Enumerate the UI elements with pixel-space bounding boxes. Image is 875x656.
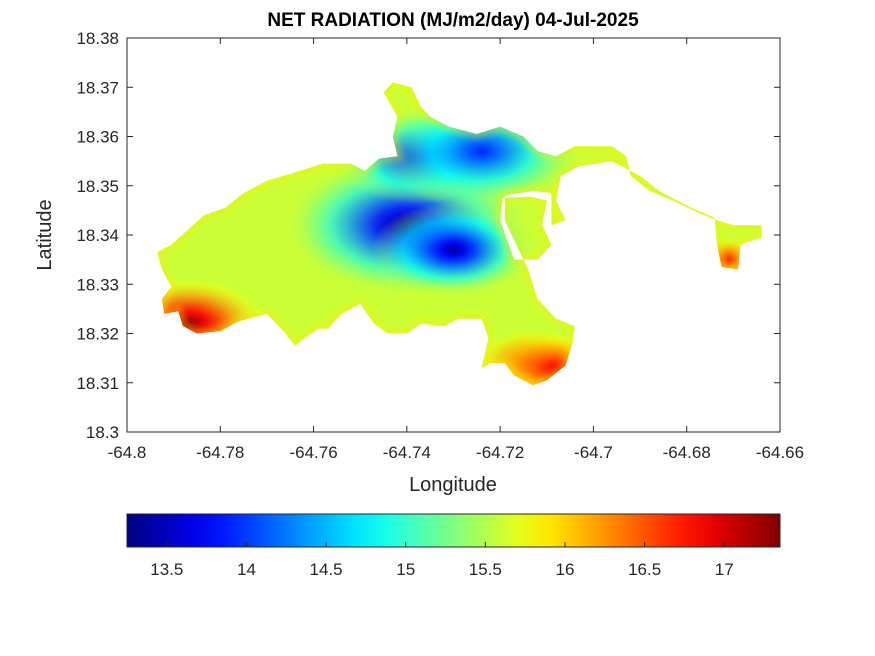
x-tick-label: -64.68	[663, 443, 711, 462]
y-axis-label: Latitude	[34, 199, 56, 270]
colorbar-tick-label: 17	[715, 560, 734, 579]
colorbar-tick-label: 15	[396, 560, 415, 579]
colorbar-tick-label: 15.5	[469, 560, 502, 579]
y-tick-label: 18.36	[76, 128, 119, 147]
y-axis-ticks: 18.3 18.31 18.32 18.33 18.34 18.35 18.36 18.37 1…	[76, 29, 780, 442]
colorbar-gradient	[126, 513, 781, 548]
field-blob	[371, 202, 536, 298]
colorbar-tick-label: 14	[237, 560, 256, 579]
colorbar-tick-label: 16.5	[628, 560, 661, 579]
colorbar: 13.5 14 14.5 15 15.5 16 16.5 17	[126, 513, 781, 579]
y-tick-label: 18.35	[76, 177, 119, 196]
colorbar-ticks: 13.5 14 14.5 15 15.5 16 16.5 17	[150, 542, 734, 579]
y-tick-label: 18.32	[76, 325, 119, 344]
y-tick-label: 18.31	[76, 374, 119, 393]
plot-area: -64.8 -64.78 -64.76 -64.74 -64.72 -64.7 -64.68…	[76, 29, 804, 462]
y-tick-label: 18.34	[76, 226, 119, 245]
colorbar-tick-label: 16	[556, 560, 575, 579]
colorbar-tick-label: 14.5	[310, 560, 343, 579]
y-tick-label: 18.3	[86, 423, 119, 442]
chart-title: NET RADIATION (MJ/m2/day) 04-Jul-2025	[267, 10, 639, 31]
x-tick-label: -64.66	[756, 443, 804, 462]
x-tick-label: -64.7	[574, 443, 613, 462]
y-tick-label: 18.38	[76, 29, 119, 48]
x-tick-label: -64.76	[289, 443, 337, 462]
x-tick-label: -64.72	[476, 443, 524, 462]
x-tick-label: -64.8	[108, 443, 147, 462]
x-tick-label: -64.78	[196, 443, 244, 462]
x-tick-label: -64.74	[383, 443, 431, 462]
colorbar-tick-label: 13.5	[150, 560, 183, 579]
y-tick-label: 18.37	[76, 78, 119, 97]
x-axis-ticks: -64.8 -64.78 -64.76 -64.74 -64.72 -64.7 -64.68…	[108, 38, 804, 462]
y-tick-label: 18.33	[76, 275, 119, 294]
x-axis-label: Longitude	[409, 474, 497, 496]
